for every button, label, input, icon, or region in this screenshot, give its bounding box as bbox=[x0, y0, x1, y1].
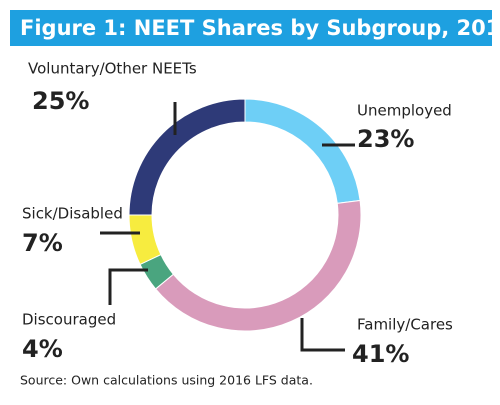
segment-value: 4% bbox=[22, 335, 63, 363]
donut-segment bbox=[128, 214, 162, 266]
donut-segment bbox=[244, 98, 361, 204]
segment-label: Family/Cares bbox=[357, 316, 453, 334]
segment-label: Sick/Disabled bbox=[22, 205, 123, 223]
segment-value: 25% bbox=[32, 87, 89, 115]
source-note: Source: Own calculations using 2016 LFS … bbox=[20, 373, 313, 388]
donut-segment bbox=[154, 199, 362, 332]
segment-value: 23% bbox=[357, 125, 414, 153]
segment-value: 41% bbox=[352, 340, 409, 368]
chart-title: Figure 1: NEET Shares by Subgroup, 2016 bbox=[20, 16, 500, 40]
leader-line bbox=[108, 268, 148, 305]
leader-line bbox=[300, 318, 345, 352]
title-bar bbox=[10, 10, 492, 46]
segment-value: 7% bbox=[22, 229, 63, 257]
segment-label: Unemployed bbox=[357, 102, 452, 120]
segment-label: Voluntary/Other NEETs bbox=[28, 60, 197, 78]
donut-segment bbox=[128, 98, 246, 216]
segment-label: Discouraged bbox=[22, 311, 116, 329]
